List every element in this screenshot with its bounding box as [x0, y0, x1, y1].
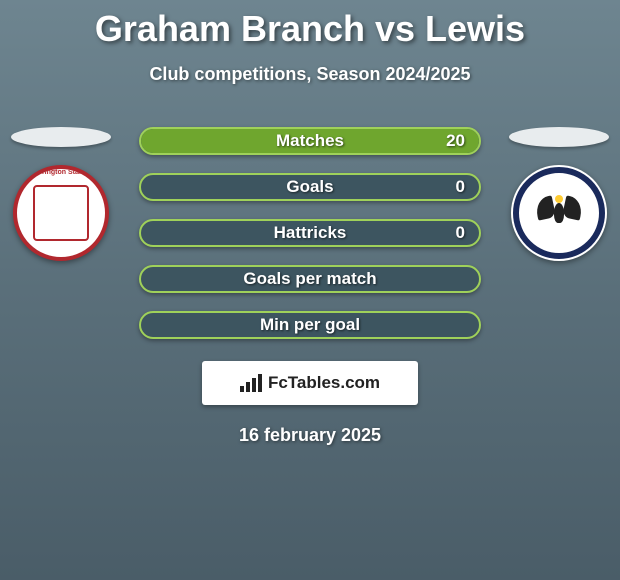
right-player-col	[509, 127, 609, 261]
afc-wimbledon-badge	[511, 165, 607, 261]
stat-value: 0	[456, 221, 465, 245]
eagle-icon	[534, 193, 584, 233]
stat-pill: Hattricks0	[139, 219, 481, 247]
stats-column: Matches20Goals0Hattricks0Goals per match…	[139, 127, 481, 339]
left-player-col: Accrington Stanley	[11, 127, 111, 261]
left-player-marker	[11, 127, 111, 147]
comparison-row: Accrington Stanley Matches20Goals0Hattri…	[0, 127, 620, 339]
brand-label: FcTables.com	[268, 373, 380, 393]
stat-label: Goals	[141, 175, 479, 199]
club-crest-text: Accrington Stanley	[29, 169, 93, 176]
stat-label: Hattricks	[141, 221, 479, 245]
club-crest-shield-icon: Accrington Stanley	[33, 185, 89, 241]
stat-pill: Goals per match	[139, 265, 481, 293]
stat-value: 0	[456, 175, 465, 199]
subtitle: Club competitions, Season 2024/2025	[0, 64, 620, 85]
stat-value: 20	[446, 129, 465, 153]
stat-pill: Matches20	[139, 127, 481, 155]
stat-label: Goals per match	[141, 267, 479, 291]
stat-label: Matches	[141, 129, 479, 153]
page-title: Graham Branch vs Lewis	[0, 0, 620, 50]
bars-icon	[240, 374, 262, 392]
brand-box: FcTables.com	[202, 361, 418, 405]
accrington-stanley-badge: Accrington Stanley	[13, 165, 109, 261]
right-player-marker	[509, 127, 609, 147]
stat-pill: Goals0	[139, 173, 481, 201]
date-line: 16 february 2025	[0, 425, 620, 446]
stat-label: Min per goal	[141, 313, 479, 337]
club-inner-icon	[525, 179, 593, 247]
stat-pill: Min per goal	[139, 311, 481, 339]
